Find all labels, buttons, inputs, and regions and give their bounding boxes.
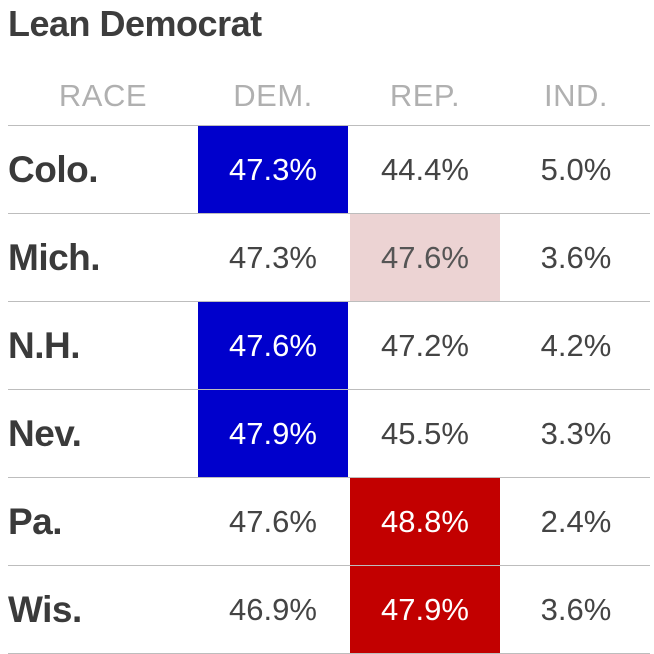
rep-value: 45.5% [381, 416, 469, 451]
column-header-race: RACE [58, 78, 148, 113]
dem-value: 47.3% [198, 126, 348, 213]
race-name: Pa. [8, 501, 63, 542]
table-title: Lean Democrat [8, 3, 262, 44]
race-name: N.H. [8, 325, 81, 366]
rep-value: 47.9% [350, 566, 500, 653]
dem-value: 47.6% [198, 302, 348, 389]
table-row: Mich. 47.3% 47.6% 3.6% [8, 213, 650, 301]
rep-value: 44.4% [381, 152, 469, 187]
ind-value: 3.6% [540, 592, 612, 627]
race-name: Mich. [8, 237, 101, 278]
rep-value: 47.2% [381, 328, 469, 363]
dem-value: 47.9% [198, 390, 348, 477]
dem-value: 46.9% [229, 592, 317, 627]
ind-value: 5.0% [540, 152, 612, 187]
ind-value: 4.2% [540, 328, 612, 363]
table-row: N.H. 47.6% 47.2% 4.2% [8, 301, 650, 389]
table-row: Wis. 46.9% 47.9% 3.6% [8, 565, 650, 654]
column-header-dem: DEM. [233, 78, 313, 113]
results-table: Colo. 47.3% 44.4% 5.0% Mich. 47.3% 47.6%… [8, 125, 650, 654]
table-row: Nev. 47.9% 45.5% 3.3% [8, 389, 650, 477]
rep-value: 47.6% [350, 214, 500, 301]
ind-value: 3.6% [540, 240, 612, 275]
column-header-ind: IND. [544, 78, 608, 113]
column-header-row: RACE DEM. REP. IND. [8, 72, 650, 120]
dem-value: 47.6% [229, 504, 317, 539]
rep-value: 48.8% [350, 478, 500, 565]
table-row: Colo. 47.3% 44.4% 5.0% [8, 125, 650, 213]
ind-value: 3.3% [540, 416, 612, 451]
race-name: Wis. [8, 589, 82, 630]
race-name: Colo. [8, 149, 98, 190]
ind-value: 2.4% [540, 504, 612, 539]
table-row: Pa. 47.6% 48.8% 2.4% [8, 477, 650, 565]
race-name: Nev. [8, 413, 82, 454]
column-header-rep: REP. [389, 78, 461, 113]
dem-value: 47.3% [229, 240, 317, 275]
